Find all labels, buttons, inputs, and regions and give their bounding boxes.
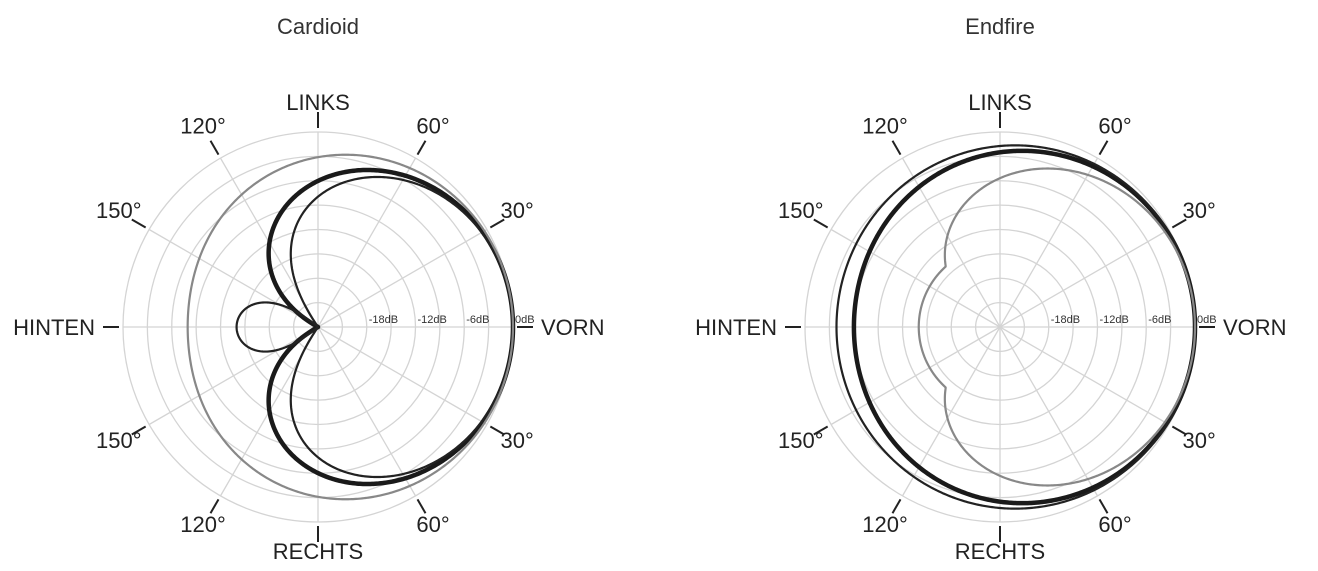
tick-mark xyxy=(813,218,829,229)
angle-label: 60° xyxy=(1098,512,1131,537)
polar-series-2 xyxy=(186,153,515,501)
angle-label: 120° xyxy=(862,114,908,139)
tick-mark xyxy=(131,218,147,229)
tick-mark xyxy=(1098,140,1109,156)
radial-tick-label: -12dB xyxy=(1100,314,1129,326)
grid-spoke xyxy=(999,326,1099,497)
angle-label: 120° xyxy=(180,114,226,139)
direction-label-bottom: RECHTS xyxy=(273,539,363,564)
direction-label-top: LINKS xyxy=(286,90,350,115)
grid-spoke xyxy=(317,228,488,328)
direction-label-back: HINTEN xyxy=(695,315,777,340)
grid-spoke xyxy=(999,326,1170,426)
polar-series-0 xyxy=(851,148,1198,506)
tick-mark xyxy=(813,425,829,436)
tick-mark xyxy=(1171,218,1187,229)
angle-label: 60° xyxy=(1098,114,1131,139)
polar-series-1 xyxy=(835,144,1197,510)
chart-title-cardioid: Cardioid xyxy=(277,14,359,39)
radial-tick-label: -6dB xyxy=(466,314,489,326)
grid-spoke xyxy=(999,157,1099,328)
angle-label: 150° xyxy=(96,428,142,453)
grid-spoke xyxy=(901,326,1001,497)
radial-tick-label: 0dB xyxy=(1197,314,1217,326)
tick-mark xyxy=(1098,498,1109,514)
polar-series-1 xyxy=(235,175,515,479)
direction-label-bottom: RECHTS xyxy=(955,539,1045,564)
radial-tick-label: -18dB xyxy=(369,314,398,326)
grid-spoke xyxy=(830,326,1001,426)
tick-mark xyxy=(891,498,902,514)
direction-label-top: LINKS xyxy=(968,90,1032,115)
radial-tick-label: -6dB xyxy=(1148,314,1171,326)
angle-label: 30° xyxy=(1183,428,1216,453)
angle-label: 60° xyxy=(416,512,449,537)
angle-label: 150° xyxy=(778,198,824,223)
radial-tick-label: 0dB xyxy=(515,314,535,326)
grid-spoke xyxy=(317,326,417,497)
radial-tick-label: -18dB xyxy=(1051,314,1080,326)
grid-spoke xyxy=(999,228,1170,328)
direction-label-back: HINTEN xyxy=(13,315,95,340)
tick-mark xyxy=(131,425,147,436)
tick-mark xyxy=(416,498,427,514)
grid-spoke xyxy=(148,326,319,426)
polar-series-2 xyxy=(917,167,1197,487)
grid-spoke xyxy=(317,326,488,426)
grid-spoke xyxy=(901,157,1001,328)
radial-tick-label: -12dB xyxy=(418,314,447,326)
angle-label: 120° xyxy=(862,512,908,537)
grid-spoke xyxy=(148,228,319,328)
direction-label-front: VORN xyxy=(541,315,605,340)
angle-label: 30° xyxy=(501,428,534,453)
angle-label: 30° xyxy=(501,198,534,223)
tick-mark xyxy=(489,425,505,436)
tick-mark xyxy=(891,140,902,156)
chart-title-endfire: Endfire xyxy=(965,14,1035,39)
tick-mark xyxy=(416,140,427,156)
angle-label: 120° xyxy=(180,512,226,537)
tick-mark xyxy=(1171,425,1187,436)
angle-label: 30° xyxy=(1183,198,1216,223)
grid-spoke xyxy=(830,228,1001,328)
angle-label: 150° xyxy=(96,198,142,223)
direction-label-front: VORN xyxy=(1223,315,1287,340)
tick-mark xyxy=(209,140,220,156)
tick-mark xyxy=(209,498,220,514)
angle-label: 150° xyxy=(778,428,824,453)
grid-spoke xyxy=(317,157,417,328)
tick-mark xyxy=(489,218,505,229)
angle-label: 60° xyxy=(416,114,449,139)
